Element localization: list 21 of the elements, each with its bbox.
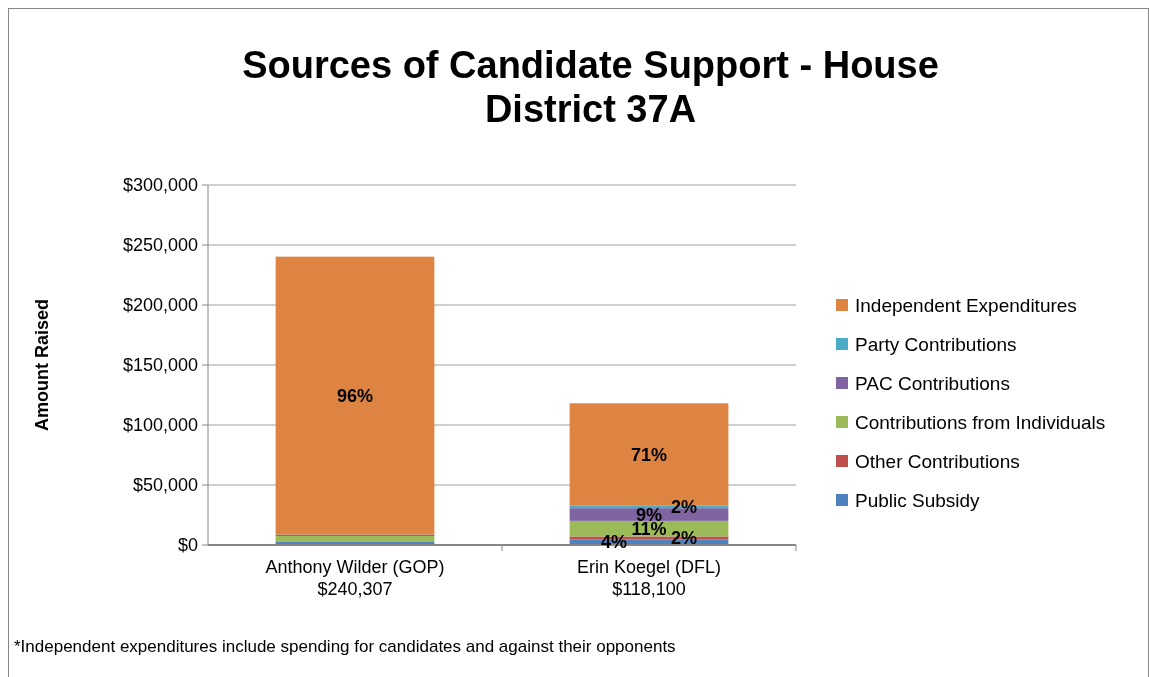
- y-tick-label: $250,000: [122, 235, 198, 256]
- chart-title: Sources of Candidate Support - House District 37A: [242, 44, 939, 130]
- legend-label: PAC Contributions: [855, 372, 1010, 394]
- legend-label: Other Contributions: [855, 450, 1020, 472]
- x-tick-label: Anthony Wilder (GOP) $240,307: [265, 557, 445, 599]
- legend-label: Contributions from Individuals: [855, 411, 1106, 433]
- x-tick-label: Erin Koegel (DFL) $118,100: [576, 557, 722, 599]
- y-tick-label: $100,000: [122, 415, 198, 436]
- text: *Independent expenditures include spending for candidates and against their opponents: [14, 637, 676, 656]
- y-tick-label: $200,000: [122, 295, 198, 316]
- annotation: 96%: [336, 385, 374, 406]
- y-tick-label: $0: [177, 535, 198, 556]
- annotation: 2%: [671, 528, 698, 549]
- y-tick-label: $150,000: [122, 355, 198, 376]
- y-axis-title: Amount Raised: [32, 298, 52, 432]
- y-tick-label: $300,000: [122, 175, 198, 196]
- y-tick-label: $50,000: [132, 475, 198, 496]
- legend-label: Party Contributions: [855, 333, 1017, 355]
- legend-label: Public Subsidy: [855, 489, 981, 511]
- legend-label: Independent Expenditures: [855, 294, 1077, 316]
- annotation: 71%: [630, 444, 668, 465]
